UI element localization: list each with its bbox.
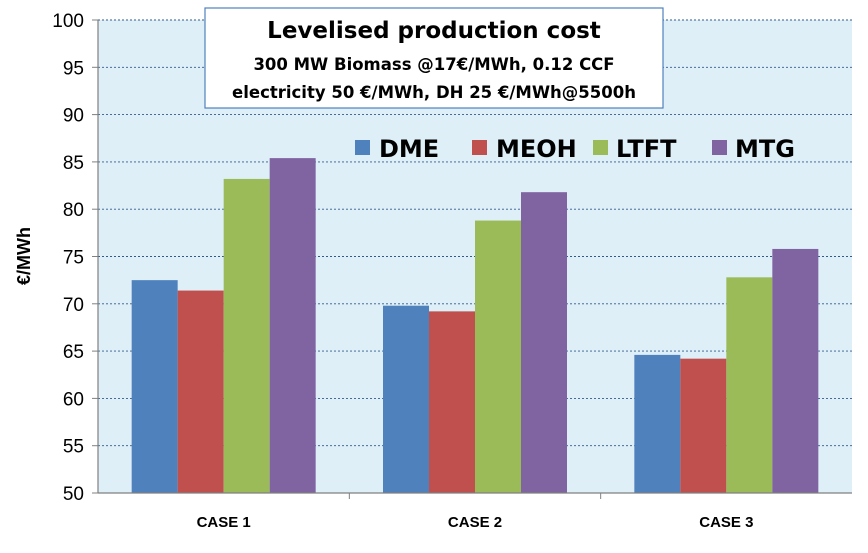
bar-meoh-case-1 bbox=[177, 290, 224, 493]
y-tick-label-60: 60 bbox=[63, 389, 84, 410]
legend-label-dme: DME bbox=[379, 135, 439, 163]
x-tick-label-3: CASE 3 bbox=[699, 514, 753, 531]
bar-ltft-case-2 bbox=[475, 220, 521, 493]
y-tick-label-75: 75 bbox=[63, 248, 84, 269]
legend-item-meoh: MEOH bbox=[472, 135, 577, 163]
legend-label-mtg: MTG bbox=[735, 135, 795, 163]
legend-item-ltft: LTFT bbox=[593, 135, 677, 163]
x-tick-label-2: CASE 2 bbox=[448, 514, 502, 531]
bar-ltft-case-3 bbox=[726, 277, 773, 493]
y-tick-label-95: 95 bbox=[63, 58, 84, 79]
y-tick-label-80: 80 bbox=[63, 200, 84, 221]
legend-swatch-mtg bbox=[712, 140, 727, 155]
legend-swatch-meoh bbox=[472, 140, 487, 155]
y-tick-label-70: 70 bbox=[63, 295, 84, 316]
x-tick-labels: CASE 1 CASE 2 CASE 3 bbox=[197, 493, 753, 531]
legend-label-meoh: MEOH bbox=[496, 135, 577, 163]
legend: DME MEOH LTFT MTG bbox=[355, 135, 795, 163]
legend-item-dme: DME bbox=[355, 135, 439, 163]
x-tick-label-1: CASE 1 bbox=[197, 514, 251, 531]
bar-dme-case-1 bbox=[131, 280, 178, 493]
chart-subtitle-line-2: electricity 50 €/MWh, DH 25 €/MWh@5500h bbox=[232, 83, 636, 102]
bar-mtg-case-1 bbox=[269, 158, 316, 493]
legend-swatch-dme bbox=[355, 140, 370, 155]
bar-mtg-case-2 bbox=[521, 192, 567, 493]
legend-swatch-ltft bbox=[593, 140, 608, 155]
chart-subtitle-line-1: 300 MW Biomass @17€/MWh, 0.12 CCF bbox=[253, 55, 614, 74]
bar-ltft-case-1 bbox=[223, 178, 270, 494]
title-box-frame bbox=[204, 7, 664, 109]
bar-mtg-case-3 bbox=[772, 248, 819, 493]
bar-dme-case-3 bbox=[634, 354, 681, 493]
y-tick-label-85: 85 bbox=[63, 153, 84, 174]
y-tick-label-90: 90 bbox=[63, 106, 84, 127]
title-box: Levelised production cost 300 MW Biomass… bbox=[204, 7, 664, 109]
y-axis-label: €/MWh bbox=[14, 227, 34, 285]
bar-meoh-case-3 bbox=[680, 358, 727, 493]
bars bbox=[131, 158, 819, 494]
y-tick-label-50: 50 bbox=[63, 484, 84, 505]
bar-meoh-case-2 bbox=[429, 311, 475, 493]
y-tick-label-100: 100 bbox=[52, 11, 84, 32]
bar-dme-case-2 bbox=[383, 305, 429, 493]
legend-label-ltft: LTFT bbox=[616, 135, 677, 163]
legend-item-mtg: MTG bbox=[712, 135, 795, 163]
y-tick-labels: 50 55 60 65 70 75 80 85 90 95 100 bbox=[52, 11, 98, 505]
y-tick-label-65: 65 bbox=[63, 342, 84, 363]
chart-title: Levelised production cost bbox=[267, 18, 601, 44]
y-tick-label-55: 55 bbox=[63, 437, 84, 458]
